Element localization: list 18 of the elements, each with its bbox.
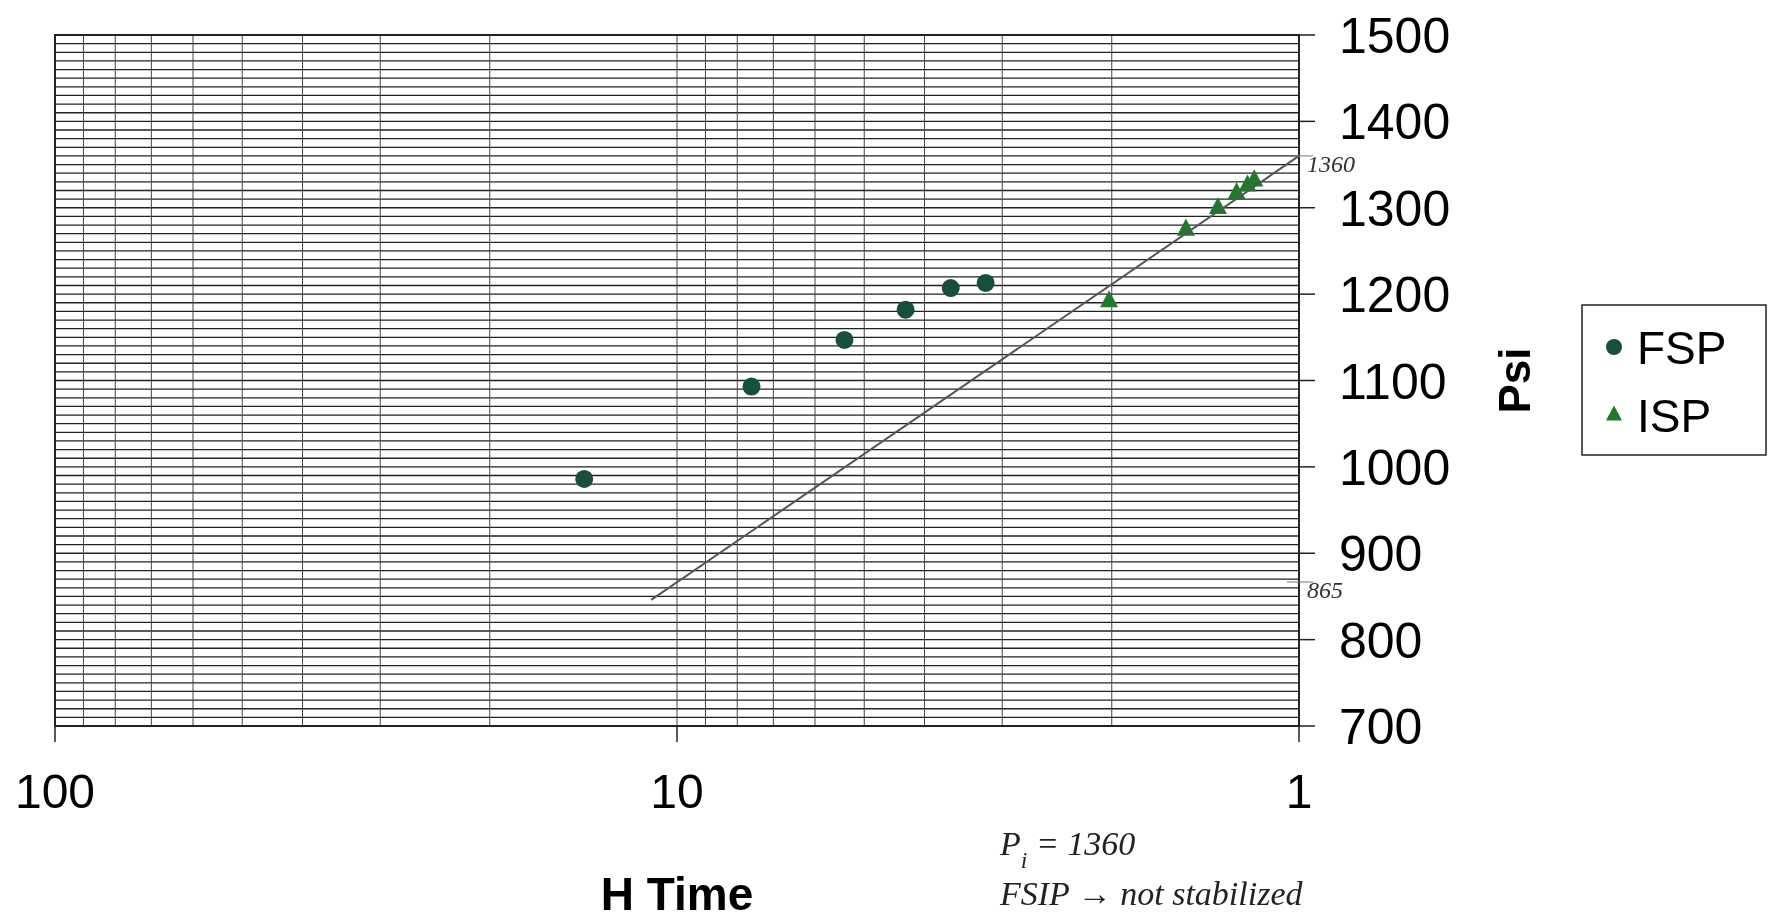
y-tick-label: 1100 [1339,353,1447,410]
x-tick-label: 10 [650,765,704,818]
text: P$_{i}$ = 1360 [999,825,1136,873]
y-tick-label: 800 [1339,612,1423,669]
x-tick-label: 100 [14,765,96,818]
text: FSIP → not stabilized [999,875,1304,912]
y-tick-label: 1200 [1339,267,1451,324]
y-tick-label: 1500 [1339,8,1451,64]
y-tick-label: 1400 [1339,94,1451,151]
legend-label: ISP [1637,389,1712,442]
y-tick-label: 1000 [1339,439,1451,496]
annotation: 1360 [1307,150,1355,177]
y-axis-title: Psi [1490,347,1539,414]
x-axis-title: H Time [600,868,754,920]
legend-label: FSP [1637,321,1727,374]
y-tick-label: 1300 [1339,180,1451,237]
y-tick-label: 700 [1339,699,1423,755]
x-tick-label: 1 [1285,765,1313,818]
